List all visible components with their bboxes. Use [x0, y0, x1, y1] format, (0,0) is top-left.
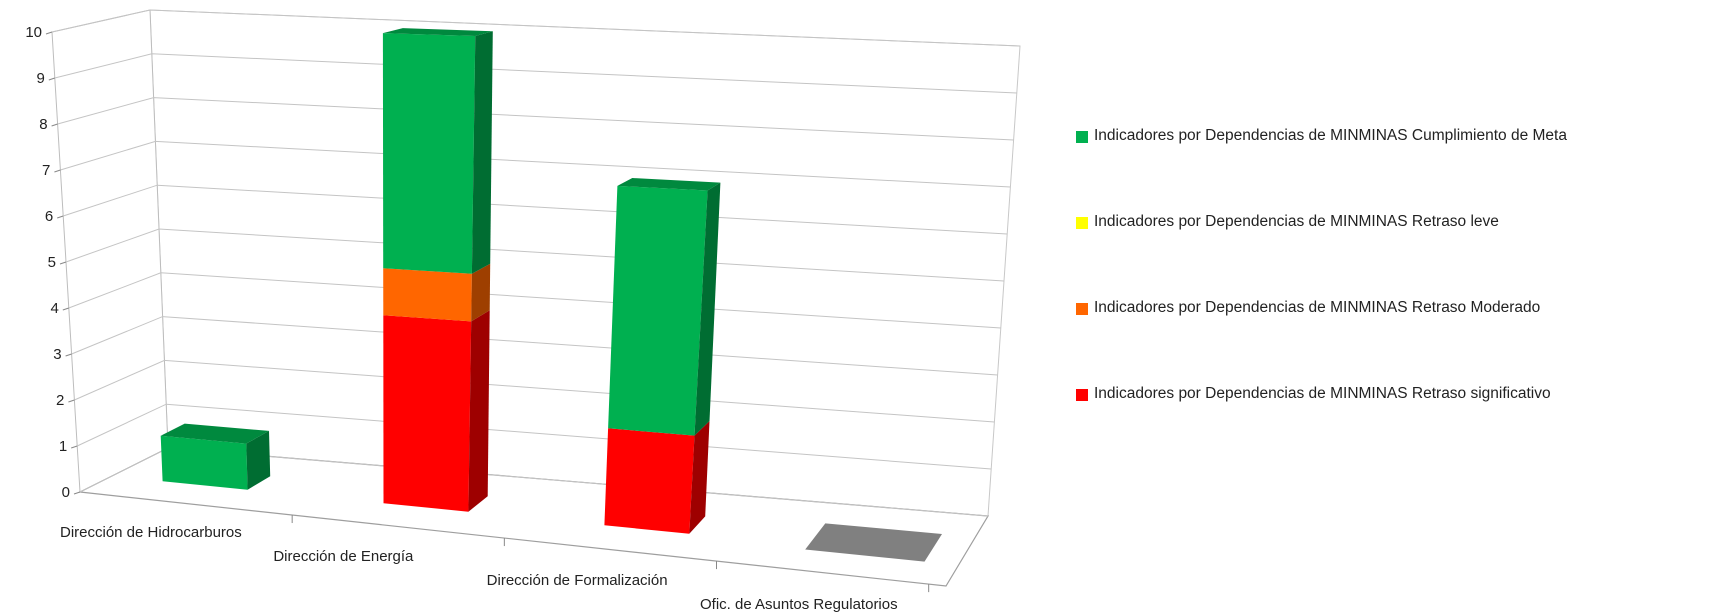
legend-item: Indicadores por Dependencias de MINMINAS…: [1076, 382, 1726, 468]
x-category-label: Dirección de Formalización: [487, 572, 668, 589]
gridline: [76, 403, 992, 470]
y-axis-ticks: 0 1 2 3 4 5 6 7 8 9 10: [25, 24, 81, 501]
side-wall: [51, 9, 169, 493]
bar-segment-side: [246, 430, 271, 490]
gridline: [57, 97, 1014, 141]
legend-item: Indicadores por Dependencias de MINMINAS…: [1076, 124, 1726, 210]
bar-stack: [604, 178, 721, 534]
y-tick-label: 2: [56, 392, 64, 409]
bar-segment-front: [382, 33, 476, 274]
legend-swatch: [1076, 303, 1088, 315]
y-tick-mark: [73, 491, 81, 495]
gridlines: [51, 9, 1021, 517]
gridline: [60, 140, 1011, 188]
y-tick-label: 7: [42, 162, 50, 179]
y-tick-mark: [54, 169, 61, 173]
y-tick-label: 6: [45, 208, 53, 225]
y-tick-label: 1: [59, 438, 67, 455]
gridline: [74, 359, 995, 423]
x-category-label: Dirección de Energía: [273, 548, 414, 565]
bars: [160, 28, 942, 562]
bar-segment-side: [471, 31, 493, 274]
bar-segment-front: [604, 428, 695, 534]
bar-segment-front: [608, 185, 708, 436]
legend-label: Indicadores por Dependencias de MINMINAS…: [1094, 299, 1541, 316]
legend-label: Indicadores por Dependencias de MINMINAS…: [1094, 385, 1551, 402]
y-tick-label: 9: [36, 70, 44, 87]
gridline: [51, 9, 1021, 47]
y-tick-label: 10: [25, 24, 42, 41]
bar-stack: [382, 28, 493, 512]
y-tick-mark: [71, 445, 78, 449]
bar-segment-front: [383, 315, 472, 512]
bar-empty-4: [805, 523, 942, 562]
gridline: [63, 184, 1008, 235]
y-tick-mark: [68, 399, 75, 403]
gridline: [65, 228, 1005, 282]
y-tick-mark: [51, 123, 58, 127]
legend-swatch: [1076, 389, 1088, 401]
bar-segment-front: [160, 435, 248, 490]
legend-label: Indicadores por Dependencias de MINMINAS…: [1094, 213, 1499, 230]
bar-segment-front: [383, 268, 472, 322]
legend-swatch: [1076, 131, 1088, 143]
bar-segment-side: [694, 182, 721, 436]
y-tick-label: 0: [62, 484, 70, 501]
y-tick-label: 3: [53, 346, 61, 363]
y-tick-mark: [45, 31, 53, 35]
y-tick-label: 4: [50, 300, 58, 317]
gridline: [54, 53, 1017, 94]
y-tick-mark: [65, 353, 72, 357]
bar-segment-top: [160, 423, 269, 444]
y-tick-mark: [59, 261, 67, 265]
back-wall: [149, 9, 1021, 517]
bar-stack: [160, 423, 271, 490]
bar-segment-side: [471, 263, 491, 322]
y-tick-label: 5: [48, 254, 56, 271]
chart-walls: [51, 9, 1021, 587]
legend-item: Indicadores por Dependencias de MINMINAS…: [1076, 296, 1726, 382]
y-tick-mark: [57, 215, 64, 219]
bar-segment-top: [617, 178, 721, 191]
gridline: [68, 272, 1001, 329]
legend-label: Indicadores por Dependencias de MINMINAS…: [1094, 127, 1567, 144]
bar-stack: [805, 523, 942, 562]
legend-swatch: [1076, 217, 1088, 229]
legend: Indicadores por Dependencias de MINMINAS…: [1076, 124, 1726, 468]
y-tick-label: 8: [39, 116, 47, 133]
x-category-label: Ofic. de Asuntos Regulatorios: [700, 596, 898, 613]
bar-segment-side: [468, 310, 490, 512]
bar-segment-top: [382, 28, 493, 36]
gridline: [71, 316, 998, 376]
x-axis-labels: Dirección de Hidrocarburos Dirección de E…: [60, 515, 930, 613]
bar-segment-side: [689, 421, 710, 534]
legend-item: Indicadores por Dependencias de MINMINAS…: [1076, 210, 1726, 296]
x-category-label: Dirección de Hidrocarburos: [60, 524, 242, 541]
y-tick-mark: [62, 307, 69, 311]
y-tick-mark: [48, 77, 55, 81]
